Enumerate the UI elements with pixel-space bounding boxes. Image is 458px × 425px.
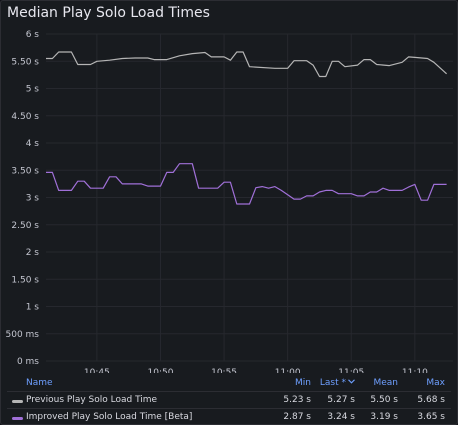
legend-series-name[interactable]: Previous Play Solo Load Time xyxy=(26,395,158,405)
legend-header-last-label: Last * xyxy=(319,378,346,388)
legend-swatch-previous xyxy=(12,400,23,403)
series-line-improved xyxy=(46,163,447,205)
legend-value-mean: 3.19 s xyxy=(370,412,398,422)
chevron-down-icon xyxy=(348,379,355,384)
x-tick-label: 10:50 xyxy=(148,368,174,373)
legend-header-min[interactable]: Min xyxy=(295,378,311,388)
y-tick-label: 6 s xyxy=(26,30,40,40)
plot-area[interactable]: 0 ms 500 ms 1 s 1.50 s 2 s 2.50 s 3 s 3.50 s 4 s… xyxy=(1,1,457,373)
legend-header-name[interactable]: Name xyxy=(26,378,53,388)
x-tick-label: 11:10 xyxy=(402,368,428,373)
legend-row-improved[interactable]: Improved Play Solo Load Time [Beta] 2.87… xyxy=(7,408,451,425)
legend-value-mean: 5.50 s xyxy=(370,395,398,405)
legend-row-previous[interactable]: Previous Play Solo Load Time 5.23 s 5.27… xyxy=(7,391,451,408)
y-tick-label: 1 s xyxy=(26,303,40,313)
legend-value-max: 5.68 s xyxy=(417,395,445,405)
series-line-previous xyxy=(46,51,448,78)
x-tick-label: 11:05 xyxy=(338,368,364,373)
legend-series-name[interactable]: Improved Play Solo Load Time [Beta] xyxy=(26,412,193,422)
y-tick-label: 4.50 s xyxy=(11,112,39,122)
y-tick-label: 0 ms xyxy=(17,357,39,367)
legend-header-last[interactable]: Last * xyxy=(320,378,355,388)
legend-value-min: 5.23 s xyxy=(283,395,311,405)
legend-table: Name Min Last * Mean Max Previous Play S… xyxy=(7,375,451,425)
y-tick-label: 5 s xyxy=(26,85,40,95)
legend-header-max[interactable]: Max xyxy=(426,378,445,388)
y-tick-label: 3.50 s xyxy=(11,166,39,176)
legend-value-min: 2.87 s xyxy=(283,412,311,422)
y-tick-label: 3 s xyxy=(26,194,40,204)
x-tick-label: 10:45 xyxy=(84,368,110,373)
y-tick-label: 2.50 s xyxy=(11,221,39,231)
legend-swatch-improved xyxy=(12,417,23,420)
y-tick-label: 500 ms xyxy=(6,330,40,340)
y-tick-label: 1.50 s xyxy=(11,275,39,285)
x-tick-label: 11:00 xyxy=(275,368,301,373)
y-tick-label: 5.50 s xyxy=(11,57,39,67)
legend-header-row: Name Min Last * Mean Max xyxy=(7,375,451,391)
y-tick-label: 2 s xyxy=(26,248,40,258)
x-tick-label: 10:55 xyxy=(211,368,237,373)
y-tick-label: 4 s xyxy=(26,139,40,149)
legend-value-last: 5.27 s xyxy=(327,395,355,405)
legend-value-last: 3.24 s xyxy=(327,412,355,422)
legend-value-max: 3.65 s xyxy=(417,412,445,422)
legend-header-mean[interactable]: Mean xyxy=(373,378,398,388)
panel-title[interactable]: Median Play Solo Load Times xyxy=(7,5,210,21)
